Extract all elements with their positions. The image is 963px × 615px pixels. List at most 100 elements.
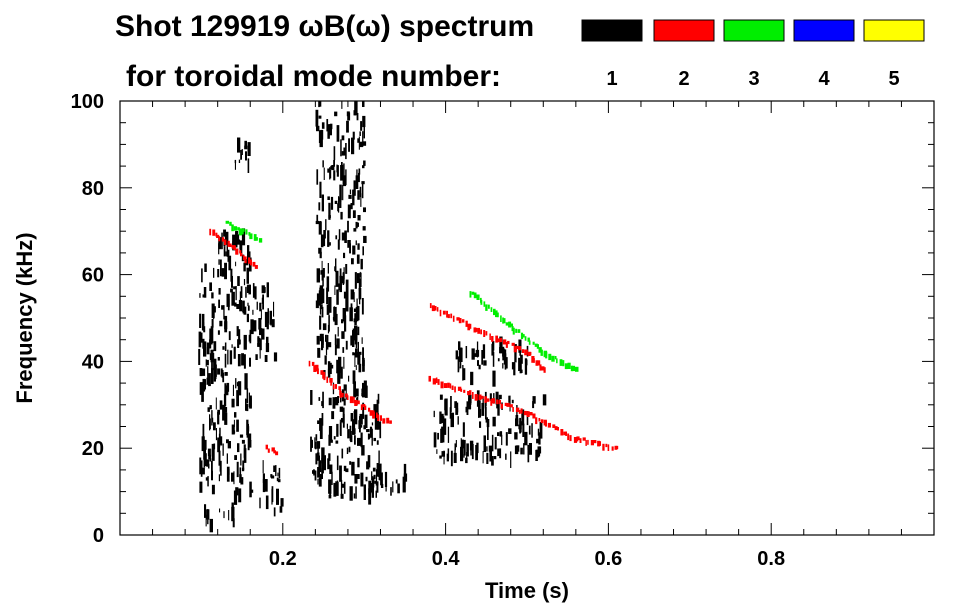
mode-1-streak (354, 352, 356, 367)
y-tick-label: 0 (93, 525, 104, 547)
mode-1-streak (482, 396, 484, 410)
mode-2-trace (491, 398, 496, 404)
mode-1-streak (368, 488, 372, 505)
mode-1-streak (351, 258, 354, 265)
mode-1-streak (376, 440, 379, 445)
mode-1-streak (232, 507, 234, 519)
mode-1-streak (499, 431, 503, 437)
mode-1-streak (352, 189, 355, 206)
mode-2-trace (506, 402, 510, 407)
mode-1-streak (538, 446, 542, 454)
mode-1-streak (217, 411, 220, 425)
mode-1-streak (327, 196, 330, 200)
mode-1-streak (314, 470, 317, 481)
mode-2-trace (500, 337, 503, 342)
mode-1-streak (350, 435, 353, 443)
mode-1-streak (521, 417, 523, 423)
mode-2-trace (529, 412, 533, 416)
mode-1-streak (492, 341, 495, 351)
mode-1-streak (492, 351, 495, 367)
mode-1-streak (235, 286, 237, 301)
mode-1-streak (223, 393, 227, 407)
mode-1-streak (362, 246, 364, 256)
mode-2-trace (495, 335, 498, 343)
mode-1-streak (245, 398, 247, 411)
mode-1-streak (334, 344, 337, 356)
mode-1-streak (198, 331, 202, 348)
mode-1-streak (360, 258, 363, 270)
mode-1-streak (241, 439, 245, 444)
mode-1-streak (441, 451, 445, 457)
mode-1-streak (235, 234, 238, 242)
mode-1-streak (520, 447, 523, 455)
mode-1-streak (336, 455, 339, 471)
mode-1-streak (316, 293, 321, 306)
mode-1-streak (375, 490, 377, 498)
mode-1-streak (362, 165, 365, 169)
mode-1-streak (238, 159, 241, 163)
mode-2-trace (607, 444, 610, 451)
mode-1-streak (346, 447, 349, 454)
mode-1-streak (231, 291, 235, 306)
mode-1-streak (455, 350, 459, 360)
mode-1-streak (238, 329, 241, 345)
mode-1-streak (458, 341, 461, 351)
mode-1-streak (316, 125, 320, 132)
mode-1-streak (357, 326, 360, 336)
mode-2-trace (364, 405, 367, 410)
mode-2-trace (376, 412, 378, 418)
mode-1-streak (347, 240, 351, 248)
mode-1-streak (231, 424, 235, 435)
mode-2-trace (485, 331, 488, 336)
mode-1-streak (358, 363, 362, 373)
mode-1-streak (237, 276, 240, 286)
mode-1-streak (270, 474, 273, 478)
mode-1-streak (239, 291, 241, 305)
mode-1-streak (328, 202, 331, 220)
mode-1-streak (369, 426, 373, 438)
mode-1-streak (341, 151, 346, 156)
mode-1-streak (209, 353, 213, 360)
mode-1-streak (202, 423, 205, 439)
mode-1-streak (345, 143, 347, 160)
mode-1-streak (497, 432, 500, 436)
mode-1-streak (329, 464, 333, 474)
mode-1-streak (322, 160, 324, 168)
mode-1-streak (358, 287, 362, 300)
mode-1-streak (462, 365, 464, 381)
mode-1-streak (326, 119, 329, 132)
mode-1-streak (361, 181, 364, 199)
mode-1-streak (219, 320, 223, 327)
mode-2-trace (531, 356, 535, 363)
mode-1-streak (357, 437, 361, 446)
mode-1-streak (339, 465, 342, 482)
mode-1-streak (363, 484, 366, 500)
mode-1-streak (255, 354, 258, 360)
mode-1-streak (492, 416, 496, 427)
mode-1-streak (362, 357, 365, 366)
mode-1-streak (354, 313, 357, 326)
mode-2-trace (271, 447, 275, 452)
mode-1-streak (337, 239, 340, 250)
mode-1-streak (211, 417, 214, 423)
mode-1-streak (478, 364, 481, 370)
mode-1-streak (497, 448, 501, 457)
mode-1-streak (471, 348, 475, 360)
mode-1-streak (224, 262, 227, 280)
mode-3-trace (237, 227, 240, 231)
mode-1-streak (315, 434, 318, 441)
mode-2-trace (538, 418, 541, 422)
mode-3-trace (487, 304, 490, 309)
mode-1-streak (228, 255, 232, 271)
mode-2-trace (235, 248, 239, 255)
mode-1-streak (378, 450, 380, 464)
mode-1-streak (499, 336, 503, 354)
mode-3-trace (528, 340, 531, 345)
mode-2-trace (509, 404, 513, 408)
mode-1-streak (321, 306, 324, 318)
mode-2-trace (505, 341, 508, 348)
mode-1-streak (209, 418, 211, 430)
mode-2-trace (223, 239, 227, 246)
mode-2-trace (244, 256, 247, 264)
mode-1-streak (446, 453, 449, 462)
